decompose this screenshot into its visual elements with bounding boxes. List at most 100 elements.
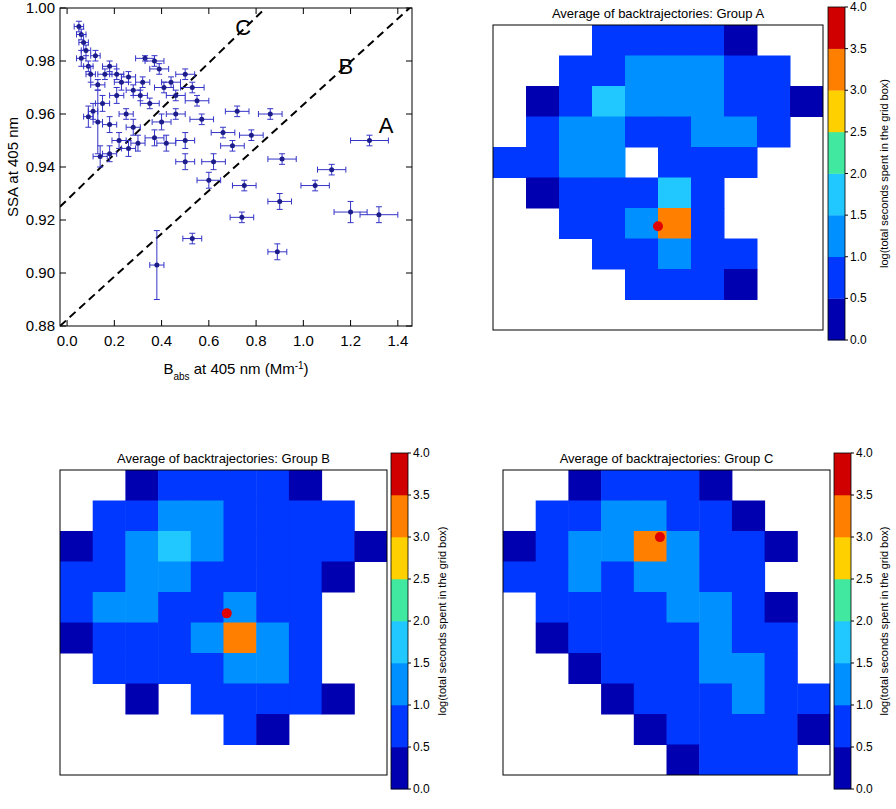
colorbar-band xyxy=(828,49,845,91)
y-error-bar xyxy=(107,61,113,72)
x-error-bar xyxy=(74,24,83,30)
data-point xyxy=(76,24,81,29)
x-tick xyxy=(161,320,162,326)
heat-cell xyxy=(691,178,725,209)
heat-cell xyxy=(625,208,659,239)
data-point xyxy=(126,146,131,151)
y-tick-label: 0.94 xyxy=(26,158,55,175)
colorbar-tick-label: 1.0 xyxy=(856,698,873,712)
y-error-bar xyxy=(126,141,132,157)
data-point xyxy=(98,154,103,159)
colorbar-tick xyxy=(845,215,848,216)
heat-cell xyxy=(158,592,191,623)
x-tick xyxy=(397,8,398,14)
colorbar-tick xyxy=(845,298,848,299)
colorbar-tick-label: 2.0 xyxy=(850,167,867,181)
x-error-bar xyxy=(131,140,145,146)
heat-cell xyxy=(224,531,257,562)
y-error-bar xyxy=(107,117,113,133)
colorbar-band xyxy=(391,663,408,705)
x-tick-label: 1.4 xyxy=(387,332,408,349)
heat-cell xyxy=(732,501,765,532)
heat-cell xyxy=(568,470,601,501)
heat-cell xyxy=(667,470,700,501)
heat-cell xyxy=(667,501,700,532)
colorbar-tick-label: 3.0 xyxy=(413,530,430,544)
data-point xyxy=(329,167,334,172)
data-point xyxy=(195,98,200,103)
y-error-bar xyxy=(182,133,188,149)
heat-cell xyxy=(536,623,569,654)
x-error-bar xyxy=(91,53,100,59)
colorbar-tick xyxy=(851,621,854,622)
scatter-panel: 0.00.20.40.60.81.01.21.40.880.900.920.94… xyxy=(4,0,412,382)
x-error-bar xyxy=(136,79,150,85)
y-tick-label: 0.92 xyxy=(26,211,55,228)
data-point xyxy=(268,112,273,117)
heat-cell xyxy=(724,147,758,178)
y-error-bar xyxy=(159,114,165,130)
x-tick-label: 1.2 xyxy=(340,332,361,349)
heat-cell xyxy=(536,592,569,623)
heat-cell xyxy=(724,25,758,56)
data-point xyxy=(230,143,235,148)
heat-cell xyxy=(699,623,732,654)
heat-cell xyxy=(322,684,355,715)
y-error-bar xyxy=(220,127,226,138)
heat-cell xyxy=(797,714,830,745)
x-axis-title-part: B xyxy=(163,360,173,377)
heat-cell xyxy=(732,684,765,715)
y-tick xyxy=(60,220,66,221)
colorbar-band xyxy=(828,174,845,216)
heat-cell xyxy=(601,623,634,654)
heat-cell xyxy=(158,501,191,532)
x-error-bar xyxy=(166,92,185,98)
colorbar-tick-label: 4.0 xyxy=(850,0,867,14)
heat-cell xyxy=(256,531,289,562)
y-error-bar xyxy=(312,180,318,191)
heat-cell xyxy=(289,501,322,532)
heat-cell xyxy=(634,531,667,562)
heat-cell xyxy=(765,745,798,776)
x-tick xyxy=(256,320,257,326)
y-error-bar xyxy=(267,109,273,120)
heat-cell xyxy=(732,653,765,684)
data-point xyxy=(183,159,188,164)
colorbar-tick-label: 2.5 xyxy=(413,572,430,586)
heat-cell xyxy=(93,501,126,532)
heat-cell xyxy=(289,684,322,715)
data-point xyxy=(183,138,188,143)
x-error-bar xyxy=(176,159,195,165)
data-point xyxy=(211,159,216,164)
heat-cell xyxy=(724,239,758,270)
heat-cell xyxy=(732,562,765,593)
colorbar-tick-label: 1.5 xyxy=(856,656,873,670)
map-panel: Average of backtrajectories: Group A0.00… xyxy=(493,0,890,347)
heat-cell xyxy=(732,714,765,745)
colorbar-tick-label: 0.0 xyxy=(850,333,867,347)
heat-cell xyxy=(158,562,191,593)
heat-cell xyxy=(634,562,667,593)
y-error-bar xyxy=(189,233,195,244)
data-point xyxy=(79,56,84,61)
colorbar-band xyxy=(391,747,408,789)
map-area xyxy=(503,470,830,775)
heat-cell xyxy=(289,592,322,623)
y-tick xyxy=(60,273,66,274)
heat-cell xyxy=(625,269,659,300)
heat-cell xyxy=(158,653,191,684)
x-error-bar xyxy=(240,132,264,138)
heat-cell xyxy=(125,562,158,593)
heat-cell xyxy=(765,714,798,745)
colorbar-tick-label: 1.0 xyxy=(850,250,867,264)
heat-cell xyxy=(658,239,692,270)
x-tick xyxy=(350,320,351,326)
colorbar-tick xyxy=(845,90,848,91)
heat-cell xyxy=(256,623,289,654)
heat-cell xyxy=(667,623,700,654)
heat-cell xyxy=(625,178,659,209)
map-panel: Average of backtrajectories: Group C0.00… xyxy=(503,446,890,796)
x-error-bar xyxy=(176,138,195,144)
y-error-bar xyxy=(194,95,200,106)
heat-cell xyxy=(592,147,626,178)
